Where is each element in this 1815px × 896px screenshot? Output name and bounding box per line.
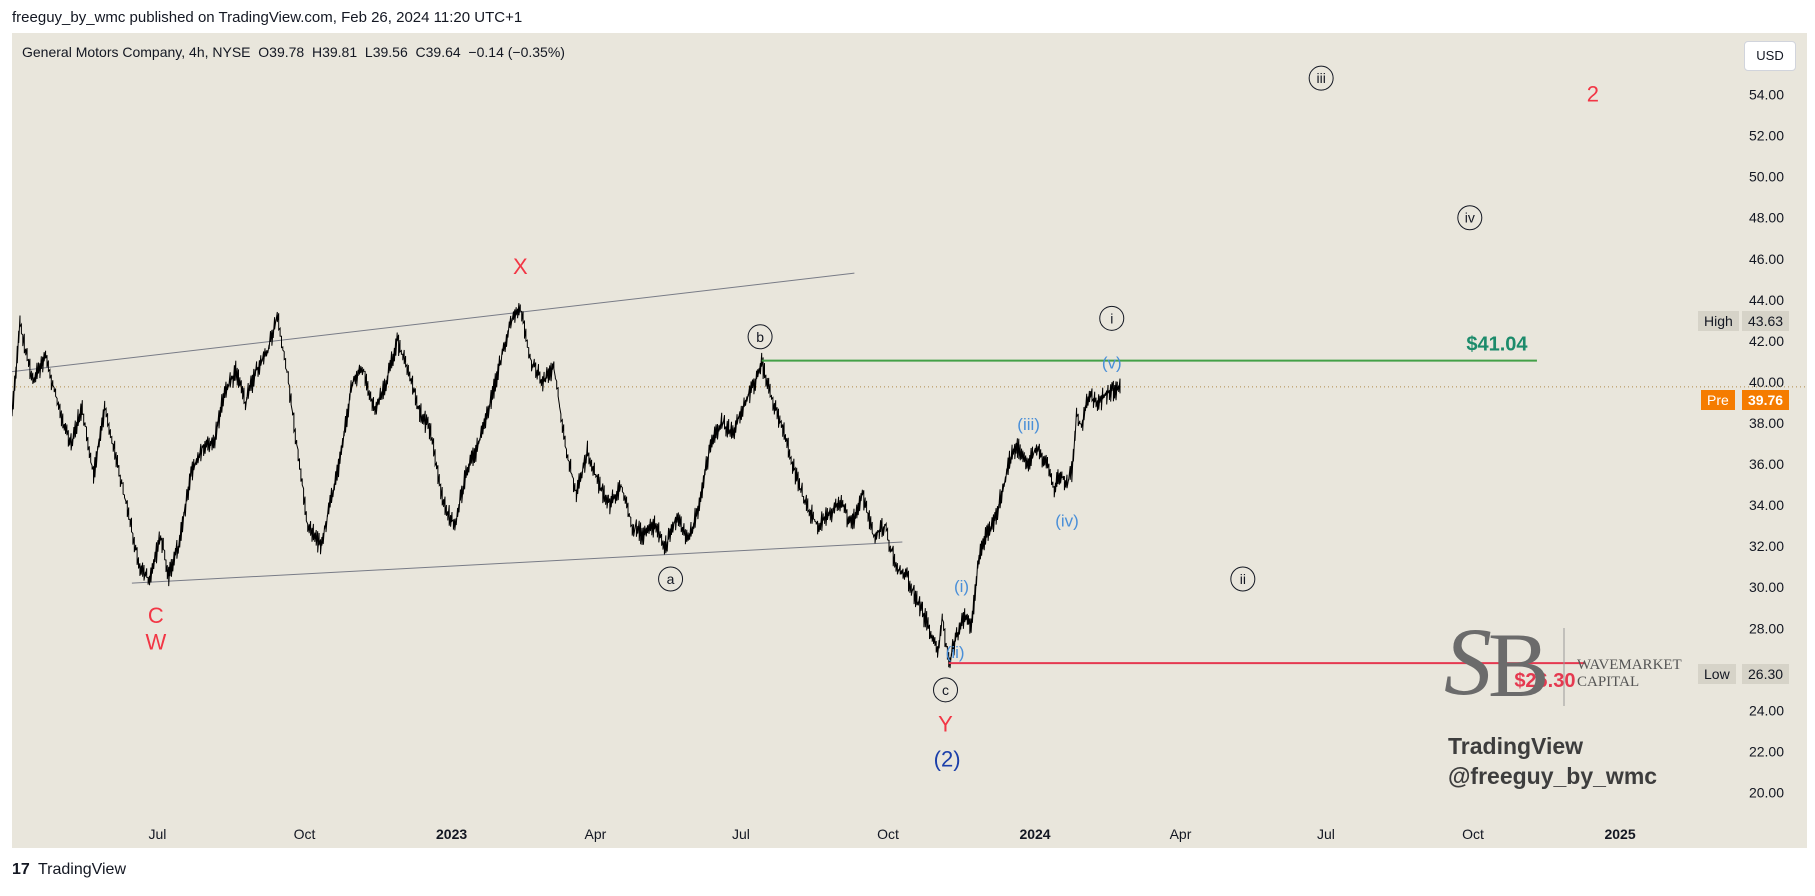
symbol-legend: General Motors Company, 4h, NYSE O39.78 … (22, 44, 565, 60)
wave-label: a (667, 571, 675, 587)
wave-circle (1230, 566, 1256, 592)
x-tick-label: Jul (1317, 826, 1335, 842)
low-label: Low (1698, 664, 1736, 684)
chart-panel[interactable]: 20.0022.0024.0026.0028.0030.0032.0034.00… (12, 33, 1807, 848)
high-value: 43.63 (1742, 311, 1790, 331)
x-tick-label: 2024 (1019, 826, 1050, 842)
y-tick-label: 20.00 (1749, 784, 1784, 800)
wave-label: (iii) (1017, 415, 1040, 434)
y-tick-label: 28.00 (1749, 620, 1784, 636)
wave-label: (v) (1102, 353, 1122, 372)
x-tick-label: Jul (732, 826, 750, 842)
currency-button[interactable]: USD (1744, 41, 1796, 71)
wave-label: i (1110, 310, 1113, 326)
x-tick-label: Oct (877, 826, 899, 842)
footer[interactable]: 17 TradingView (12, 861, 126, 879)
wave-circle (1457, 205, 1483, 231)
y-tick-label: 38.00 (1749, 415, 1784, 431)
wave-label: 2 (1587, 82, 1599, 107)
wave-circle (1308, 65, 1334, 91)
gm-price-series (12, 303, 1121, 669)
wave-label: c (942, 682, 949, 698)
wave-label: (iv) (1055, 511, 1079, 530)
wave-label: iii (1316, 70, 1325, 86)
wave-circle (747, 324, 773, 350)
wave-circle (658, 566, 684, 592)
y-tick-label: 54.00 (1749, 87, 1784, 103)
x-tick-label: 2023 (436, 826, 467, 842)
y-tick-label: 52.00 (1749, 128, 1784, 144)
publisher-line: freeguy_by_wmc published on TradingView.… (12, 9, 523, 26)
y-tick-label: 30.00 (1749, 579, 1784, 595)
wave-label: (ii) (946, 643, 965, 662)
wave-label: ii (1240, 571, 1246, 587)
wave-label: (2) (934, 747, 961, 772)
y-tick-label: 46.00 (1749, 251, 1784, 267)
level-label: $41.04 (1466, 334, 1528, 356)
y-tick-label: 48.00 (1749, 210, 1784, 226)
x-tick-label: Oct (1462, 826, 1484, 842)
y-tick-label: 34.00 (1749, 497, 1784, 513)
wavemarket-logo: S B (1444, 624, 1565, 710)
wave-label: X (513, 254, 528, 279)
y-tick-label: 24.00 (1749, 702, 1784, 718)
brand-name: WAVEMARKET CAPITAL (1577, 657, 1682, 691)
svg-text:B: B (1488, 624, 1549, 710)
watermark-tradingview: TradingView (1448, 733, 1584, 759)
level-label: $26.30 (1514, 670, 1575, 692)
x-tick-label: Oct (294, 826, 316, 842)
footer-brand[interactable]: TradingView (37, 861, 126, 878)
lower-channel-trendline (131, 541, 903, 584)
watermark-handle: @freeguy_by_wmc (1448, 763, 1658, 789)
x-tick-label: 2025 (1604, 826, 1635, 842)
y-tick-label: 22.00 (1749, 743, 1784, 759)
upper-channel-trendline (12, 272, 855, 373)
brand-line-2: CAPITAL (1577, 674, 1640, 690)
x-tick-label: Apr (585, 826, 607, 842)
y-tick-label: 40.00 (1749, 374, 1784, 390)
pre-value: 39.76 (1742, 390, 1790, 410)
high-label: High (1698, 311, 1739, 331)
wave-circle (933, 677, 959, 703)
wave-label: (i) (954, 577, 969, 596)
y-tick-label: 36.00 (1749, 456, 1784, 472)
price-chart[interactable]: 20.0022.0024.0026.0028.0030.0032.0034.00… (12, 33, 1807, 848)
low-value: 26.30 (1742, 664, 1790, 684)
wave-circle (1099, 305, 1125, 331)
y-tick-label: 42.00 (1749, 333, 1784, 349)
y-tick-label: 32.00 (1749, 538, 1784, 554)
wave-label: b (756, 329, 764, 345)
wave-label: C (148, 603, 164, 628)
y-tick-label: 44.00 (1749, 292, 1784, 308)
pre-label: Pre (1701, 390, 1735, 410)
brand-line-1: WAVEMARKET (1577, 657, 1682, 673)
tradingview-logo-icon[interactable]: 17 (12, 861, 30, 878)
svg-text:S: S (1444, 624, 1492, 710)
x-tick-label: Apr (1170, 826, 1192, 842)
wave-label: Y (938, 712, 953, 737)
y-tick-label: 50.00 (1749, 169, 1784, 185)
x-tick-label: Jul (149, 826, 167, 842)
wave-label: W (145, 630, 166, 655)
wave-label: iv (1465, 210, 1475, 226)
